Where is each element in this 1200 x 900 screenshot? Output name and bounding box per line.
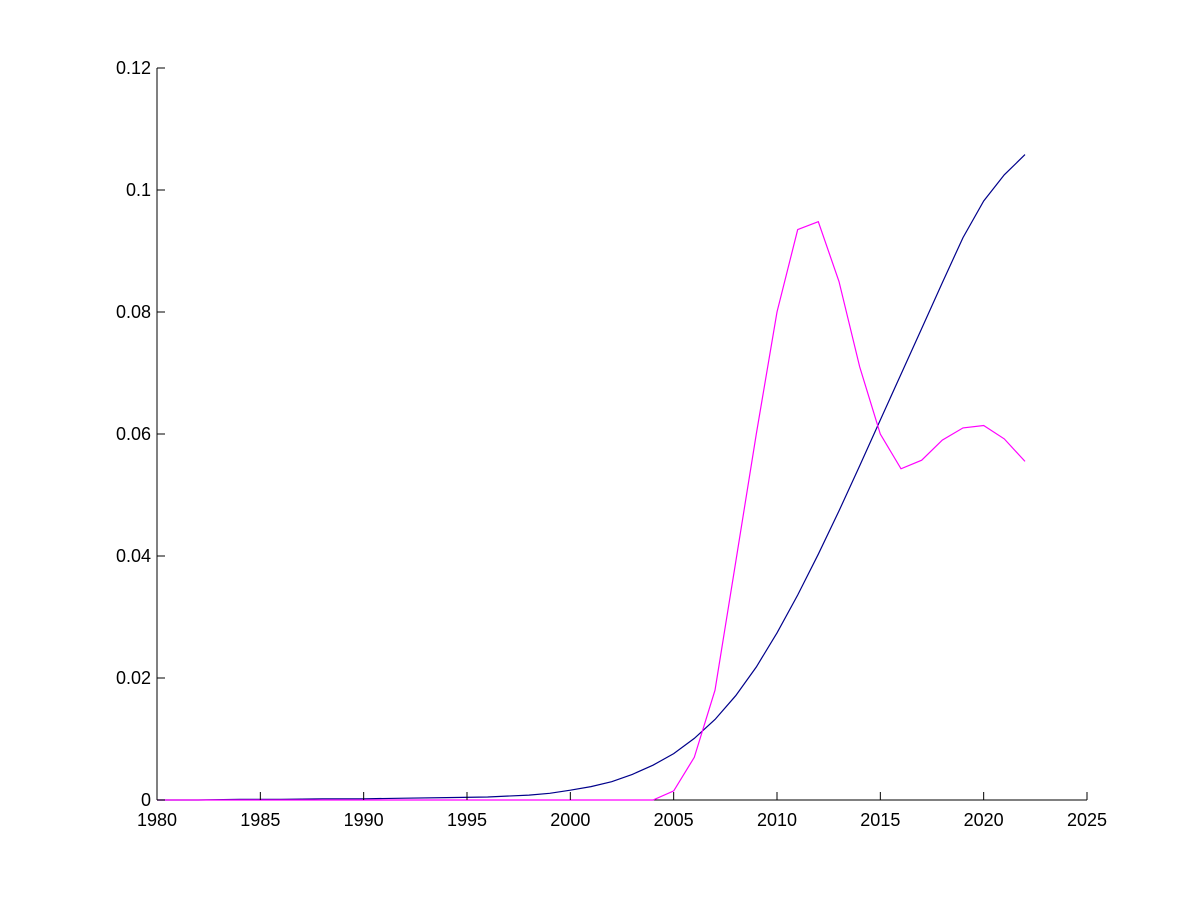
y-tick-label: 0.12 <box>116 58 151 78</box>
x-tick-label: 1985 <box>240 810 280 830</box>
y-tick-label: 0.02 <box>116 668 151 688</box>
axes <box>156 68 1087 801</box>
y-tick-label: 0.06 <box>116 424 151 444</box>
x-tick-label: 1995 <box>447 810 487 830</box>
y-tick-label: 0.08 <box>116 302 151 322</box>
y-tick-label: 0.1 <box>126 180 151 200</box>
y-tick-label: 0.04 <box>116 546 151 566</box>
x-tick-label: 2015 <box>860 810 900 830</box>
x-axis-ticks: 1980 1985 1990 1995 2000 2005 2010 2015 2020 2025 <box>137 792 1107 830</box>
series-line-1 <box>157 154 1026 801</box>
y-axis-ticks: 0 0.02 0.04 0.06 0.08 0.1 0.12 <box>116 58 165 810</box>
y-tick-label: 0 <box>141 790 151 810</box>
x-tick-label: 2025 <box>1067 810 1107 830</box>
x-tick-label: 2000 <box>550 810 590 830</box>
x-tick-label: 1990 <box>344 810 384 830</box>
x-tick-label: 2020 <box>964 810 1004 830</box>
series-lines <box>157 154 1026 801</box>
x-tick-label: 1980 <box>137 810 177 830</box>
x-tick-label: 2005 <box>654 810 694 830</box>
series-line-2 <box>157 220 1026 801</box>
x-tick-label: 2010 <box>757 810 797 830</box>
